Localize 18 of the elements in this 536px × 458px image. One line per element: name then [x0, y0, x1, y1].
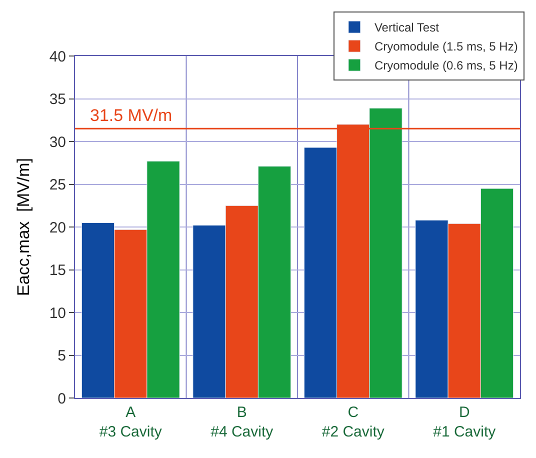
y-tick-label: 0: [58, 390, 66, 408]
x-tick-label: A #3 Cavity: [99, 404, 162, 440]
x-tick-label: D #1 Cavity: [433, 404, 496, 440]
legend-label: Vertical Test: [374, 20, 440, 35]
y-tick-label: 20: [49, 219, 66, 236]
legend-label: Cryomodule (1.5 ms, 5 Hz): [374, 40, 518, 54]
x-tick-label: B #4 Cavity: [210, 404, 274, 440]
x-tick-label: C #2 Cavity: [322, 404, 385, 440]
y-tick-label: 15: [49, 262, 66, 279]
y-axis-title: Eacc,max [MV/m]: [14, 158, 33, 296]
y-tick-label: 30: [49, 134, 66, 151]
y-tick-label: 40: [49, 48, 66, 66]
y-tick-label: 25: [49, 176, 66, 194]
y-tick-label: 35: [49, 91, 66, 108]
legend-label: Cryomodule (0.6 ms, 5 Hz): [374, 58, 518, 73]
y-tick-label: 10: [49, 304, 66, 322]
ref-line-label: 31.5 MV/m: [90, 106, 172, 125]
y-tick-label: 5: [58, 348, 66, 364]
